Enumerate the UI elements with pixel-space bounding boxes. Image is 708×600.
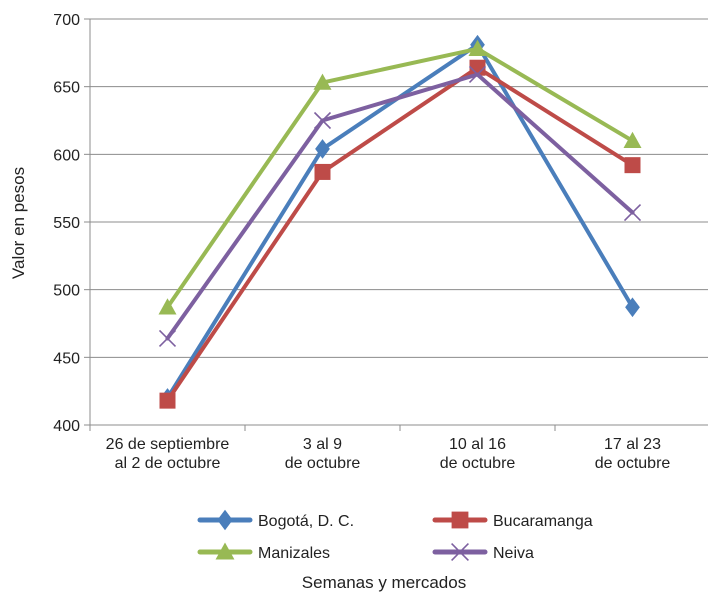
series-lines	[158, 34, 642, 409]
series-line	[165, 46, 635, 310]
y-tick-label: 400	[53, 418, 80, 435]
y-tick-label: 650	[53, 80, 80, 97]
data-point	[625, 297, 640, 318]
series-line	[165, 72, 635, 341]
series-2	[158, 39, 642, 315]
legend-item: Neiva	[432, 543, 534, 562]
data-point	[468, 39, 487, 56]
legend-label: Manizales	[258, 545, 330, 562]
marker-stroke	[623, 203, 642, 222]
y-tick-label: 700	[53, 12, 80, 29]
x-tick-label: 10 al 16 de octubre	[440, 436, 516, 472]
y-axis-title: Valor en pesos	[9, 167, 28, 279]
data-point	[623, 131, 642, 148]
legend-label: Bogotá, D. C.	[258, 513, 354, 530]
y-tick-label: 500	[53, 283, 80, 300]
x-tick-label: 26 de septiembre al 2 de octubre	[106, 436, 230, 472]
legend-swatch-marker	[215, 542, 235, 560]
series-1	[159, 59, 641, 409]
y-tick-labels: 400 450 500 550 600 650 700	[53, 12, 80, 435]
data-point	[623, 203, 642, 222]
data-point	[159, 392, 176, 409]
x-tick-labels: 26 de septiembre al 2 de octubre 3 al 9 de …	[106, 436, 671, 472]
series-0	[160, 34, 640, 408]
marker-stroke	[451, 543, 469, 561]
marker-stroke	[313, 111, 332, 130]
data-point	[624, 157, 641, 174]
legend-label: Bucaramanga	[493, 513, 593, 530]
data-point	[314, 163, 331, 180]
legend: Bogotá, D. C. Bucaramanga Manizales Neiva	[197, 509, 593, 562]
legend-label: Neiva	[493, 545, 534, 562]
data-point	[313, 73, 332, 90]
y-tick-label: 550	[53, 215, 80, 232]
legend-item: Manizales	[197, 542, 330, 562]
data-point	[313, 111, 332, 130]
data-point	[158, 329, 177, 347]
legend-swatch-marker	[451, 511, 469, 529]
x-tick-label: 3 al 9 de octubre	[285, 436, 361, 472]
legend-swatch-marker	[451, 543, 469, 561]
legend-item: Bogotá, D. C.	[197, 509, 354, 531]
data-point	[468, 65, 487, 84]
marker-stroke	[158, 329, 177, 347]
x-axis-title: Semanas y mercados	[302, 573, 466, 592]
marker-stroke	[468, 65, 487, 84]
series-3	[158, 65, 642, 347]
y-tick-label: 450	[53, 350, 80, 367]
axes	[84, 18, 708, 431]
data-point	[469, 59, 486, 76]
gridlines	[90, 18, 708, 358]
data-point	[315, 139, 330, 159]
data-point	[158, 298, 177, 315]
y-tick-label: 600	[53, 147, 80, 164]
legend-swatch-marker	[217, 509, 233, 531]
series-line	[165, 65, 635, 403]
legend-item: Bucaramanga	[432, 511, 593, 530]
x-tick-label: 17 al 23 de octubre	[595, 436, 671, 472]
